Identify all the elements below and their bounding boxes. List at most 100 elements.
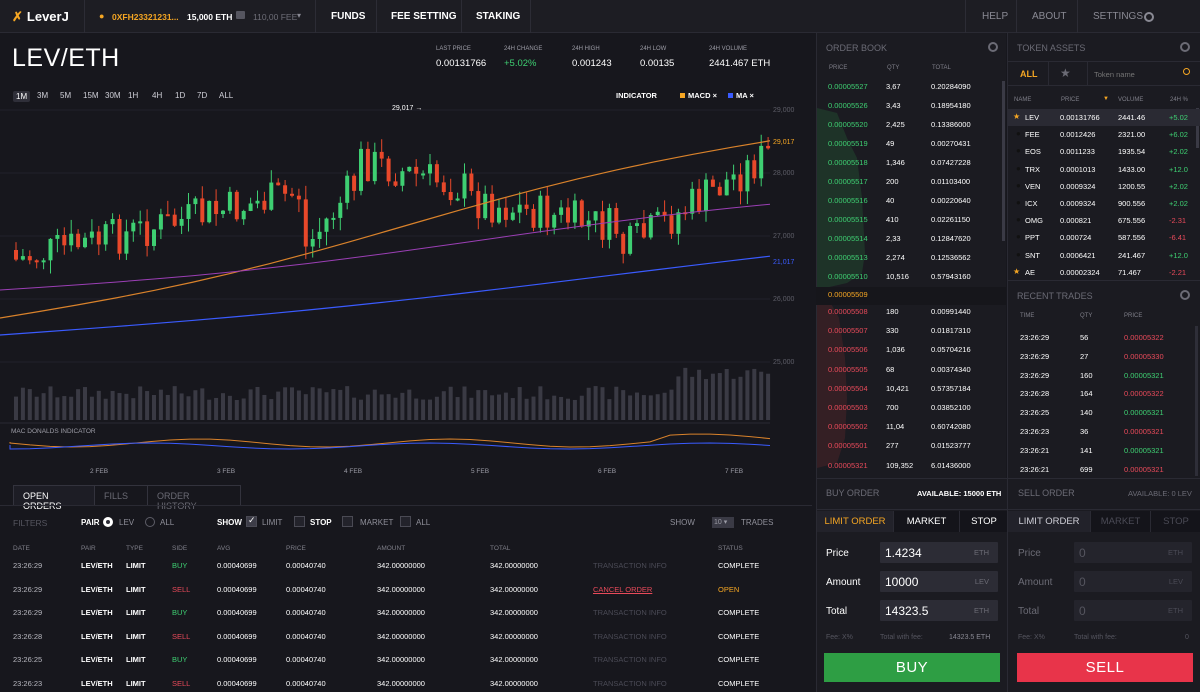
order-book-sell-row[interactable]: 0.00005501 277 0.01523777 [816,437,1006,456]
order-book-buy-row[interactable]: 0.00005517 200 0.01103400 [816,173,1006,192]
token-row[interactable]: ● ICX 0.0009324 900.556 +2.02 [1008,195,1200,212]
pair-lev-radio[interactable] [103,517,113,527]
buy-button[interactable]: BUY [824,653,1000,682]
sell-tab-limit-order[interactable]: LIMIT ORDER [1008,511,1090,532]
order-book-sell-row[interactable]: 0.00005508 180 0.00991440 [816,303,1006,322]
order-book-buy-row[interactable]: 0.00005515 410 0.02261150 [816,211,1006,230]
buy-tab-limit-order[interactable]: LIMIT ORDER [817,511,893,532]
nav-fee-setting[interactable]: FEE SETTING [391,11,457,22]
timeframe-3m[interactable]: 3M [37,91,49,100]
pair-all-radio[interactable] [145,517,155,527]
ob-scrollbar[interactable] [1002,81,1005,241]
order-book-sell-row[interactable]: 0.00005507 330 0.01817310 [816,322,1006,341]
sell-tab-stop[interactable]: STOP [1150,511,1200,532]
sell-total-input[interactable]: 0 ETH [1074,600,1192,621]
timeframe-1d[interactable]: 1D [175,91,186,100]
indicator-macd-chip[interactable]: MACD × [680,91,717,100]
trade-time: 23:26:25 [1020,408,1050,418]
market-checkbox[interactable] [342,516,353,527]
gear-icon[interactable] [1180,290,1190,300]
sell-amount-input[interactable]: 0 LEV [1074,571,1192,592]
price-chart[interactable]: 29,000 28,000 27,000 26,000 25,000 29,017 21,0… [0,100,812,482]
order-book-buy-row[interactable]: 0.00005514 2,33 0.12847620 [816,230,1006,249]
transaction-info-link[interactable]: TRANSACTION INFO [593,608,667,617]
tokens-scrollbar[interactable] [1196,108,1199,148]
buy-tab-stop[interactable]: STOP [959,511,1008,532]
order-book-sell-row[interactable]: 0.00005503 700 0.03852100 [816,399,1006,418]
indicator-label[interactable]: INDICATOR [616,91,657,100]
timeframe-all[interactable]: ALL [219,91,234,100]
token-row[interactable]: ● FEE 0.0012426 2321.00 +6.02 [1008,126,1200,143]
token-row[interactable]: ● OMG 0.000821 675.556 -2.31 [1008,212,1200,229]
nav-funds[interactable]: FUNDS [331,11,366,22]
transaction-info-link[interactable]: TRANSACTION INFO [593,631,667,641]
limit-checkbox[interactable]: ✓ [246,515,257,527]
nav-help[interactable]: HELP [982,11,1009,22]
sell-price-input[interactable]: 0 ETH [1074,542,1192,563]
order-book-sell-row[interactable]: 0.00005506 1,036 0.05704216 [816,341,1006,360]
token-row[interactable]: ● PPT 0.000724 587.556 -6.41 [1008,229,1200,246]
timeframe-1m[interactable]: 1M [13,91,31,102]
tab-open-orders[interactable]: OPEN ORDERS [13,485,95,511]
tab-fills[interactable]: FILLS [94,485,148,506]
nav-settings[interactable]: SETTINGS [1093,11,1144,22]
timeframe-4h[interactable]: 4H [152,91,163,100]
token-row[interactable]: ● VEN 0.0009324 1200.55 +2.02 [1008,178,1200,195]
star-icon[interactable]: ★ [1060,66,1071,80]
gear-icon[interactable] [1180,42,1190,52]
buy-amount-input[interactable]: 10000 LEV [880,571,998,592]
sell-button[interactable]: SELL [1017,653,1193,682]
all-checkbox[interactable] [400,516,411,527]
sell-tab-market[interactable]: MARKET [1090,511,1150,532]
buy-tab-market[interactable]: MARKET [893,511,959,532]
star-icon[interactable]: ★ [1013,266,1021,276]
indicator-ma-chip[interactable]: MA × [728,91,754,100]
order-book-buy-row[interactable]: 0.00005516 40 0.00220640 [816,192,1006,211]
brand-logo[interactable]: ✗ LeverJ [12,9,69,25]
token-search-input[interactable] [1089,66,1181,82]
transaction-info-link[interactable]: TRANSACTION INFO [593,655,667,664]
order-book-buy-row[interactable]: 0.00005513 2,274 0.12536562 [816,249,1006,268]
stop-checkbox[interactable] [294,516,305,527]
tab-all-tokens[interactable]: ALL [1020,69,1038,79]
token-name: OMG [1025,216,1043,226]
tab-order-history[interactable]: ORDER HISTORY [147,485,241,511]
order-book-sell-row[interactable]: 0.00005504 10,421 0.57357184 [816,380,1006,399]
timeframe-7d[interactable]: 7D [197,91,208,100]
timeframe-30m[interactable]: 30M [105,91,121,100]
order-book-sell-row[interactable]: 0.00005502 11,04 0.60742080 [816,418,1006,437]
trades-scrollbar[interactable] [1195,326,1198,476]
order-book-buy-row[interactable]: 0.00005518 1,346 0.07427228 [816,154,1006,173]
transaction-info-link[interactable]: TRANSACTION INFO [593,678,667,688]
order-book-buy-row[interactable]: 0.00005510 10,516 0.57943160 [816,268,1006,287]
buy-total-input[interactable]: 14323.5 ETH [880,600,998,621]
token-row[interactable]: ★ AE 0.00002324 71.467 -2.21 [1008,264,1200,281]
timeframe-5m[interactable]: 5M [60,91,72,100]
show-count-select[interactable]: 10 ▾ [712,517,734,528]
nav-about[interactable]: ABOUT [1032,11,1067,22]
order-book-sell-row[interactable]: 0.00005505 68 0.00374340 [816,361,1006,380]
buy-price-input[interactable]: 1.4234 ETH [880,542,998,563]
order-book-buy-row[interactable]: 0.00005520 2,425 0.13386000 [816,116,1006,135]
order-book-buy-row[interactable]: 0.00005527 3,67 0.20284090 [816,78,1006,97]
token-row[interactable]: ● EOS 0.0011233 1935.54 +2.02 [1008,143,1200,160]
gear-icon[interactable] [1144,12,1154,22]
search-icon[interactable] [1183,68,1190,75]
transaction-info-link[interactable]: TRANSACTION INFO [593,561,667,570]
token-row[interactable]: ● TRX 0.0001013 1433.00 +12.0 [1008,161,1200,178]
trade-qty: 27 [1080,351,1089,361]
order-book-buy-row[interactable]: 0.00005519 49 0.00270431 [816,135,1006,154]
timeframe-1h[interactable]: 1H [128,91,139,100]
chevron-down-icon[interactable]: ▾ [297,11,302,20]
gear-icon[interactable] [988,42,998,52]
nav-staking[interactable]: STAKING [476,11,521,22]
sort-desc-icon[interactable]: ▼ [1103,96,1109,102]
order-book-sell-row[interactable]: 0.00005321 109,352 6.01436000 [816,457,1006,476]
star-icon[interactable]: ★ [1013,112,1021,121]
timeframe-15m[interactable]: 15M [83,91,99,100]
token-row[interactable]: ● SNT 0.0006421 241.467 +12.0 [1008,247,1200,264]
cancel-order-link[interactable]: CANCEL ORDER [593,584,653,594]
order-book-buy-row[interactable]: 0.00005526 3,43 0.18954180 [816,97,1006,116]
wallet-address[interactable]: 0XFH23321231... [112,12,179,22]
token-row[interactable]: ★ LEV 0.00131766 2441.46 +5.02 [1008,109,1200,126]
